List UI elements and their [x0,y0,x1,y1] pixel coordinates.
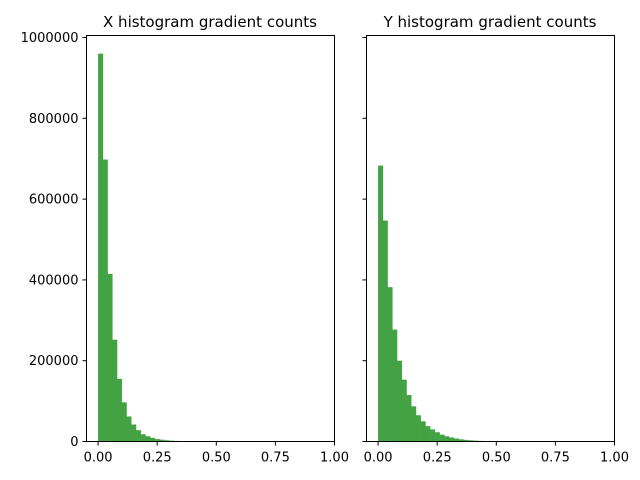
y-histogram-bar [401,379,407,442]
x-histogram-bar [102,159,108,442]
x-histogram-y-tick-label: 600000 [29,193,79,208]
x-histogram-bar [164,440,170,442]
y-histogram-bars [378,165,549,442]
x-histogram-bar [159,439,165,442]
x-histogram-bar [117,378,123,442]
y-histogram-y-axis [362,37,367,442]
y-histogram-x-tick-label: 0.00 [364,451,393,466]
x-histogram-title: X histogram gradient counts [103,13,317,31]
y-histogram-x-tick-label: 1.00 [600,451,629,466]
y-histogram-bar [406,395,412,442]
y-histogram-bar [387,287,393,442]
x-histogram-x-tick-label: 0.50 [202,451,231,466]
y-histogram-bar [458,439,464,442]
y-histogram-x-axis: 0.00 0.25 0.50 0.75 1.00 [364,441,629,466]
y-histogram-frame [366,35,615,442]
x-histogram-bar [131,424,137,442]
x-histogram-bar [107,273,113,442]
y-histogram-bar [392,329,398,442]
x-histogram-x-tick-label: 1.00 [320,451,349,466]
y-histogram-x-tick-label: 0.25 [423,451,452,466]
x-histogram-y-tick-label: 1000000 [21,31,79,46]
y-histogram-bar [463,439,469,442]
x-histogram-x-tick-label: 0.75 [261,451,290,466]
y-histogram-bar [434,432,440,442]
x-histogram-x-axis: 0.00 0.25 0.50 0.75 1.00 [84,441,349,466]
x-histogram-bar [140,434,146,442]
x-histogram-frame [86,35,335,442]
y-histogram-x-tick-label: 0.50 [482,451,511,466]
y-histogram-bar [397,360,403,442]
x-histogram-bars [98,53,236,442]
x-histogram-y-tick-label: 400000 [29,273,79,288]
x-histogram-x-tick-label: 0.00 [84,451,113,466]
y-histogram-panel: Y histogram gradient counts 0.00 0.25 0.50… [362,13,629,466]
y-histogram-x-tick-label: 0.75 [541,451,570,466]
y-histogram-bar [425,426,431,442]
y-histogram-bar [378,165,384,442]
x-histogram-bar [112,339,118,442]
y-histogram-bar [430,429,436,442]
y-histogram-bar [420,421,426,442]
x-histogram-bar [145,436,151,442]
y-histogram-bar [444,436,450,442]
y-histogram-bar [415,415,421,442]
x-histogram-bar [98,53,104,442]
x-histogram-y-tick-label: 800000 [29,112,79,127]
x-histogram-bar [126,416,132,442]
x-histogram-y-tick-label: 0 [70,435,78,450]
y-histogram-title: Y histogram gradient counts [383,13,597,31]
y-histogram-bar [467,440,473,442]
y-histogram-bar [382,220,388,442]
x-histogram-bar [150,437,156,442]
y-histogram-bar [453,438,459,442]
x-histogram-bar [121,402,127,442]
y-histogram-bar [411,406,417,442]
x-histogram-x-tick-label: 0.25 [143,451,172,466]
x-histogram-y-axis: 0 200000 400000 600000 800000 1000000 [21,31,87,450]
x-histogram-y-tick-label: 200000 [29,354,79,369]
x-histogram-bar [135,430,141,442]
y-histogram-bar [439,434,445,442]
x-histogram-panel: X histogram gradient counts 0.00 0.25 0.50… [21,13,349,466]
x-histogram-bar [154,439,160,442]
y-histogram-bar [449,437,455,442]
